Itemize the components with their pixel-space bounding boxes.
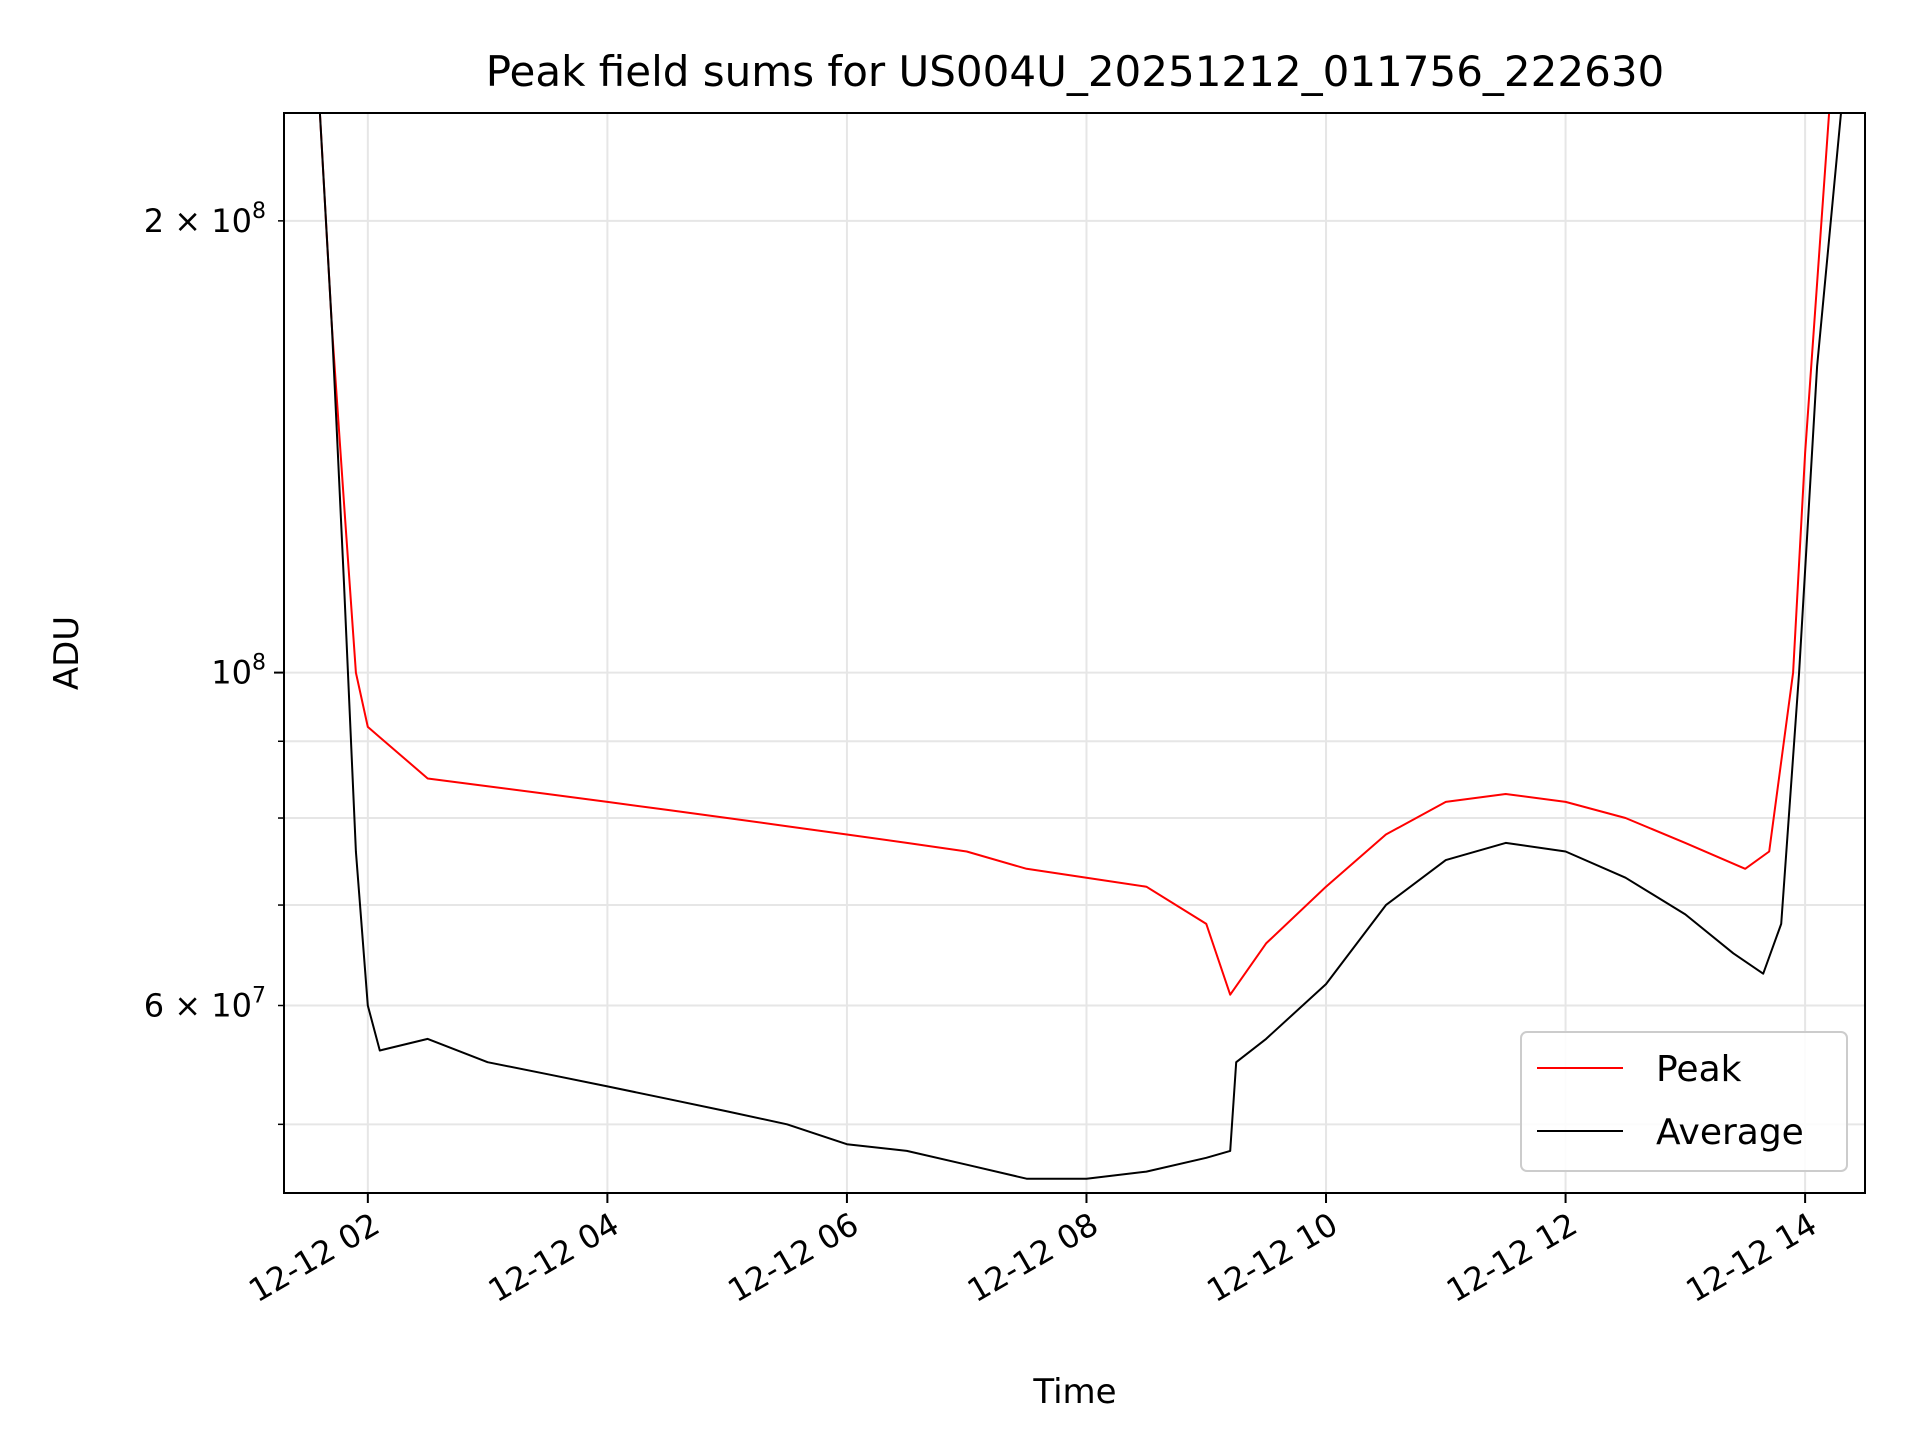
grid-lines: [284, 113, 1865, 1193]
legend-box: [1520, 1031, 1848, 1172]
x-axis-label: Time: [1032, 1372, 1116, 1412]
plot-area-frame: [283, 112, 1866, 1194]
y-tick-label: 6 × 107: [144, 984, 266, 1025]
legend-label-peak: Peak: [1656, 1049, 1742, 1090]
y-axis-label: ADU: [47, 616, 87, 690]
series-line-peak: [284, 113, 1865, 996]
y-axis-ticks: 108 2 × 108 6 × 107: [144, 199, 284, 1126]
y-tick-label: 2 × 108: [144, 199, 266, 240]
series-line-average: [284, 113, 1865, 1180]
chart-title: Peak field sums for US004U_20251212_0117…: [486, 47, 1665, 96]
legend-label-average: Average: [1656, 1112, 1804, 1153]
y-tick-label: 108: [211, 651, 266, 692]
data-series: [284, 113, 1865, 1180]
legend: Peak Average: [1520, 1031, 1848, 1172]
